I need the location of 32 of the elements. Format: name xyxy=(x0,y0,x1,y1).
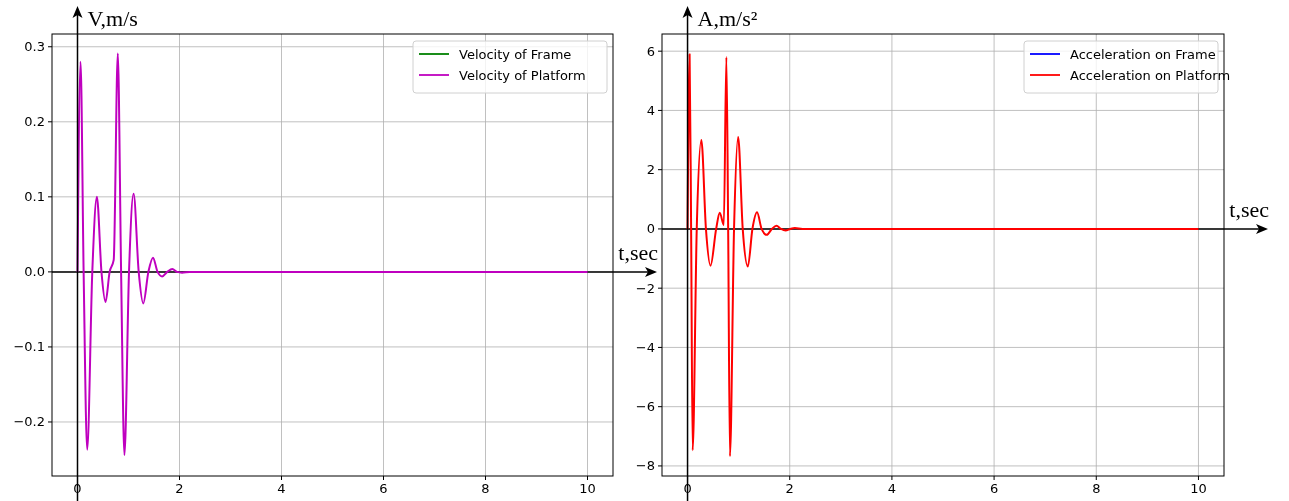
x-tick-label: 10 xyxy=(579,481,596,496)
legend-label: Velocity of Frame xyxy=(459,46,572,62)
y-axis-title: A,m/s² xyxy=(697,6,758,31)
x-tick-label: 4 xyxy=(277,481,286,496)
x-tick-label: 2 xyxy=(175,481,184,496)
y-tick-label: 0.0 xyxy=(24,264,45,280)
y-axis-title: V,m/s xyxy=(87,6,138,31)
x-tick-label: 4 xyxy=(887,481,897,496)
x-tick-label: 8 xyxy=(481,481,490,496)
y-tick-label: −6 xyxy=(635,399,655,415)
y-tick-label: 6 xyxy=(646,43,655,59)
y-tick-label: 0.1 xyxy=(24,189,45,205)
y-tick-label: 0 xyxy=(646,221,655,237)
x-tick-label: 6 xyxy=(379,481,388,496)
legend-label: Acceleration on Platform xyxy=(1070,67,1231,83)
x-axis-title: t,sec xyxy=(618,239,659,265)
legend-label: Acceleration on Frame xyxy=(1070,46,1216,62)
x-tick-label: 10 xyxy=(1190,481,1207,496)
y-tick-label: −0.1 xyxy=(13,339,45,355)
y-tick-label: −8 xyxy=(635,458,655,474)
y-tick-label: 2 xyxy=(646,162,655,178)
x-tick-label: 2 xyxy=(785,481,794,496)
y-tick-label: 4 xyxy=(646,102,655,118)
x-axis-title: t,sec xyxy=(1229,196,1270,222)
x-tick-label: 8 xyxy=(1092,481,1101,496)
x-tick-label: 6 xyxy=(989,481,999,496)
y-tick-label: −4 xyxy=(635,339,655,355)
y-tick-label: 0.3 xyxy=(24,39,45,55)
y-tick-label: −0.2 xyxy=(13,414,45,430)
legend-label: Velocity of Platform xyxy=(459,67,586,83)
y-tick-label: −2 xyxy=(635,280,655,296)
y-tick-label: 0.2 xyxy=(24,114,45,130)
